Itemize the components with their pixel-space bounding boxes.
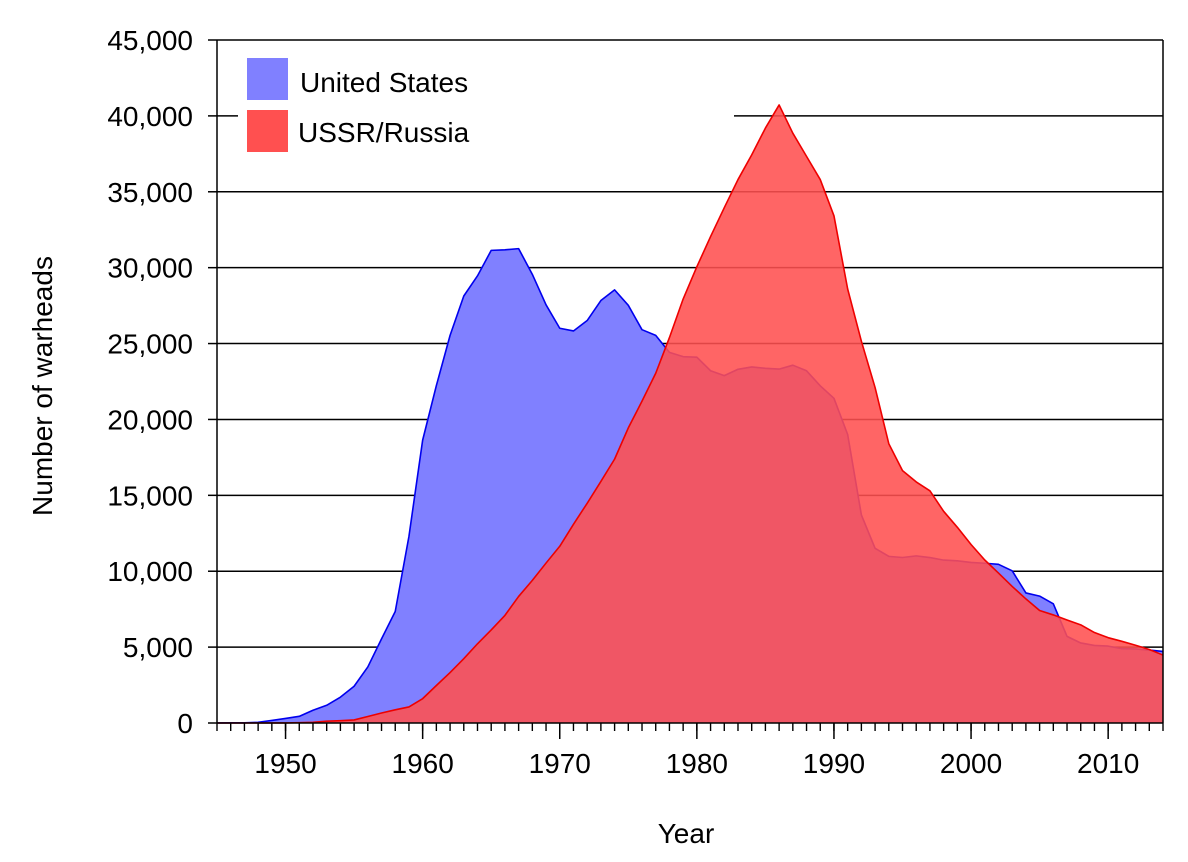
y-axis-title: Number of warheads (27, 256, 58, 516)
legend-swatch-united-states (247, 58, 288, 100)
y-axis-ticks: 0 5,000 10,000 15,000 20,000 25,000 30,000 35,0… (107, 25, 217, 739)
x-tick-label-5: 2000 (940, 748, 1002, 779)
y-tick-label-6: 30,000 (107, 253, 193, 284)
y-tick-label-5: 25,000 (107, 329, 193, 360)
y-tick-label-3: 15,000 (107, 480, 193, 511)
y-tick-label-0: 0 (177, 708, 193, 739)
y-tick-label-8: 40,000 (107, 101, 193, 132)
legend-background (238, 50, 734, 170)
y-tick-label-4: 20,000 (107, 404, 193, 435)
x-tick-label-0: 1950 (254, 748, 316, 779)
x-tick-label-3: 1980 (666, 748, 728, 779)
legend-label-ussr-russia: USSR/Russia (298, 117, 470, 148)
x-tick-label-6: 2010 (1077, 748, 1139, 779)
x-axis-title: Year (658, 818, 715, 849)
y-tick-label-9: 45,000 (107, 25, 193, 56)
x-tick-label-1: 1960 (392, 748, 454, 779)
y-tick-label-1: 5,000 (123, 632, 193, 663)
axes (216, 40, 1164, 724)
x-axis-ticks: 1950 1960 1970 1980 1990 2000 2010 (216, 723, 1164, 779)
area-ussr-russia (217, 104, 1163, 724)
series-areas (216, 104, 1164, 724)
y-tick-label-2: 10,000 (107, 556, 193, 587)
legend: United States USSR/Russia (238, 50, 734, 170)
y-tick-label-7: 35,000 (107, 177, 193, 208)
legend-label-united-states: United States (300, 67, 468, 98)
line-ussr-russia (217, 104, 1164, 724)
legend-swatch-ussr-russia (247, 110, 288, 152)
x-tick-label-2: 1970 (529, 748, 591, 779)
x-tick-label-4: 1990 (803, 748, 865, 779)
